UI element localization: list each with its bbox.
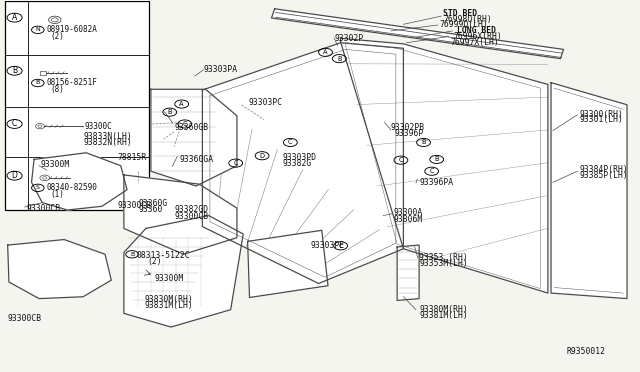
Text: 93300CB: 93300CB [118, 201, 152, 210]
Text: 76996X(RH): 76996X(RH) [454, 32, 502, 41]
Text: 93300CB: 93300CB [26, 203, 61, 213]
Polygon shape [397, 245, 419, 301]
Text: 08156-8251F: 08156-8251F [47, 78, 97, 87]
Polygon shape [202, 43, 403, 283]
Text: 08340-82590: 08340-82590 [47, 183, 97, 192]
Text: 93384P(RH): 93384P(RH) [579, 165, 628, 174]
Polygon shape [340, 38, 548, 293]
Text: 93353 (RH): 93353 (RH) [419, 253, 468, 263]
Text: B: B [12, 66, 17, 75]
Text: 93806M: 93806M [394, 215, 423, 224]
Text: 93302PB: 93302PB [391, 123, 425, 132]
Text: (2): (2) [51, 32, 64, 41]
Text: C: C [288, 140, 292, 145]
Text: 93303PA: 93303PA [204, 65, 238, 74]
Text: 93300(RH): 93300(RH) [579, 109, 623, 119]
Text: 93300M: 93300M [41, 160, 70, 169]
Text: B: B [130, 252, 134, 257]
Text: 93380M(RH): 93380M(RH) [419, 305, 468, 314]
Text: 93300CB: 93300CB [8, 314, 42, 323]
Text: 93382GD: 93382GD [174, 205, 208, 215]
Text: 93300CB: 93300CB [174, 212, 208, 221]
Text: 93833N(LH): 93833N(LH) [84, 132, 132, 141]
Text: 93396P: 93396P [395, 129, 424, 138]
Text: 93300A: 93300A [394, 208, 423, 218]
Text: D: D [260, 153, 264, 159]
Polygon shape [551, 83, 627, 299]
Text: 93832N(RH): 93832N(RH) [84, 138, 132, 147]
Polygon shape [124, 175, 237, 254]
Text: 93303PD: 93303PD [282, 153, 316, 162]
Text: 93303PE: 93303PE [310, 241, 344, 250]
Text: 93385P(LH): 93385P(LH) [579, 171, 628, 180]
Polygon shape [271, 9, 564, 59]
Polygon shape [151, 89, 237, 186]
Text: 93830M(RH): 93830M(RH) [145, 295, 193, 304]
Text: C: C [12, 119, 17, 128]
Text: (8): (8) [51, 85, 64, 94]
Text: (1): (1) [51, 190, 64, 199]
FancyBboxPatch shape [4, 1, 149, 210]
Text: (2): (2) [148, 257, 163, 266]
Polygon shape [124, 215, 243, 327]
Polygon shape [8, 240, 111, 299]
Text: 93353M(LH): 93353M(LH) [419, 259, 468, 269]
Text: 93360GB: 93360GB [175, 123, 209, 132]
Text: S: S [36, 185, 40, 190]
Text: C: C [182, 121, 187, 127]
Text: 93300M: 93300M [154, 274, 183, 283]
Text: 76999Q(LH): 76999Q(LH) [440, 20, 488, 29]
Text: C: C [399, 157, 403, 163]
Text: 93301(LH): 93301(LH) [579, 115, 623, 124]
Polygon shape [31, 153, 127, 210]
Text: B: B [337, 56, 342, 62]
Text: B: B [36, 80, 40, 86]
Text: 93382G: 93382G [282, 159, 312, 169]
Text: R9350012: R9350012 [567, 347, 605, 356]
Text: D: D [12, 171, 17, 180]
Text: A: A [323, 49, 328, 55]
Polygon shape [248, 230, 328, 298]
Text: B: B [168, 109, 172, 115]
Text: LONG BED: LONG BED [457, 26, 496, 35]
Text: N: N [35, 27, 40, 32]
Text: 78815R: 78815R [118, 153, 147, 163]
Text: C: C [339, 243, 343, 249]
Text: 93360GA: 93360GA [179, 155, 213, 164]
Text: 93300C: 93300C [85, 122, 113, 131]
Text: 76997X(LH): 76997X(LH) [451, 38, 499, 47]
Text: B: B [435, 156, 439, 163]
Text: 93831M(LH): 93831M(LH) [145, 301, 193, 310]
Text: C: C [234, 160, 238, 166]
Text: 93396PA: 93396PA [419, 178, 453, 187]
Text: C: C [429, 168, 434, 174]
Text: 08313-5122C: 08313-5122C [136, 251, 190, 260]
Text: 76998Q(RH): 76998Q(RH) [443, 15, 492, 23]
Text: 93303PC: 93303PC [248, 99, 282, 108]
Text: STD BED: STD BED [443, 9, 477, 18]
Text: B: B [421, 140, 426, 145]
Text: 93381M(LH): 93381M(LH) [419, 311, 468, 320]
Text: 93360: 93360 [138, 205, 163, 215]
Text: A: A [179, 101, 184, 107]
Text: 93360G: 93360G [138, 199, 168, 208]
Text: 08919-6082A: 08919-6082A [47, 25, 97, 34]
Text: 93302P: 93302P [334, 34, 364, 43]
Text: A: A [12, 13, 17, 22]
